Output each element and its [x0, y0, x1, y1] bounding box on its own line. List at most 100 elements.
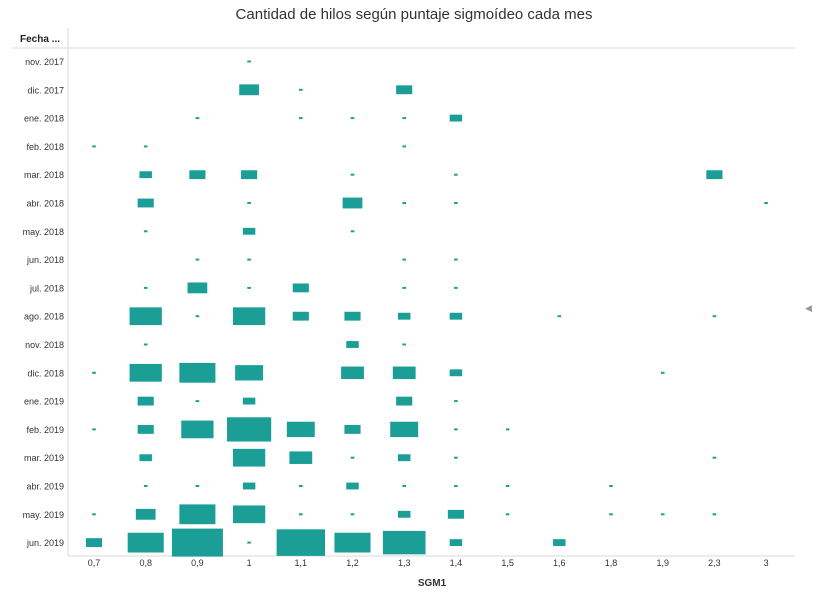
- heatmap-mark: [247, 541, 251, 544]
- heatmap-mark: [137, 424, 154, 434]
- heatmap-mark: [344, 424, 361, 434]
- heatmap-mark: [179, 504, 216, 525]
- heatmap-mark: [292, 311, 309, 321]
- heatmap-mark: [129, 307, 162, 326]
- heatmap-mark: [402, 202, 407, 204]
- heatmap-mark: [609, 513, 613, 516]
- heatmap-mark: [706, 170, 723, 180]
- heatmap-mark: [449, 539, 463, 547]
- heatmap-mark: [299, 485, 303, 487]
- heatmap-mark: [227, 417, 272, 442]
- heatmap-mark: [712, 513, 717, 516]
- x-tick-label: 0,8: [139, 558, 152, 568]
- heatmap-mark: [189, 170, 206, 180]
- x-tick-label: 2,3: [708, 558, 721, 568]
- x-tick-label: 1,5: [501, 558, 514, 568]
- heatmap-mark: [402, 145, 407, 148]
- heatmap-mark: [129, 363, 162, 382]
- heatmap-mark: [350, 173, 355, 176]
- heatmap-mark: [396, 396, 413, 406]
- heatmap-mark: [276, 529, 325, 556]
- heatmap-mark: [286, 421, 315, 438]
- heatmap-mark: [505, 485, 510, 487]
- heatmap-mark: [346, 482, 359, 490]
- row-label: mar. 2018: [24, 170, 64, 180]
- row-label: nov. 2017: [25, 57, 64, 67]
- heatmap-mark: [454, 428, 458, 431]
- heatmap-mark: [171, 528, 223, 557]
- x-axis-title: SGM1: [418, 578, 447, 589]
- heatmap-mark: [382, 530, 426, 555]
- row-label: may. 2019: [23, 510, 64, 520]
- heatmap-mark: [712, 456, 717, 459]
- heatmap-mark: [143, 230, 148, 233]
- chart-title: Cantidad de hilos según puntaje sigmoíde…: [235, 6, 593, 23]
- heatmap-mark: [239, 84, 259, 96]
- row-label: feb. 2018: [26, 142, 64, 152]
- heatmap-mark: [660, 513, 665, 516]
- heatmap-mark: [402, 485, 407, 487]
- heatmap-mark: [449, 312, 463, 320]
- heatmap-mark: [299, 513, 303, 516]
- heatmap-mark: [241, 170, 258, 180]
- heatmap-mark: [454, 456, 458, 459]
- heatmap-mark: [143, 286, 148, 289]
- heatmap-mark: [402, 343, 407, 346]
- heatmap-mark: [247, 202, 251, 204]
- heatmap-mark: [187, 282, 208, 294]
- heatmap-mark: [454, 485, 458, 487]
- heatmap-mark: [247, 60, 251, 63]
- heatmap-mark: [350, 230, 355, 233]
- row-label: ene. 2018: [24, 114, 64, 124]
- heatmap-mark: [242, 397, 256, 405]
- x-tick-label: 1,9: [656, 558, 669, 568]
- heatmap-mark: [344, 311, 361, 321]
- row-label: abr. 2019: [26, 482, 64, 492]
- heatmap-mark: [660, 371, 665, 374]
- heatmap-mark: [454, 173, 458, 176]
- x-tick-label: 1,2: [346, 558, 359, 568]
- heatmap-mark: [350, 456, 355, 459]
- heatmap-mark: [242, 482, 256, 490]
- heatmap-mark: [195, 117, 200, 120]
- row-label: jun. 2019: [26, 538, 64, 548]
- heatmap-mark: [609, 485, 613, 487]
- heatmap-mark: [402, 117, 407, 120]
- heatmap-mark: [195, 485, 200, 487]
- heatmap-mark: [289, 451, 313, 464]
- heatmap-mark: [247, 258, 251, 261]
- row-label: nov. 2018: [25, 340, 64, 350]
- heatmap-mark: [299, 88, 303, 91]
- heatmap-mark: [346, 341, 359, 348]
- x-tick-label: 1,6: [553, 558, 566, 568]
- heatmap-mark: [334, 532, 371, 553]
- row-label: feb. 2019: [26, 425, 64, 435]
- scroll-left-arrow-icon[interactable]: ◀: [805, 303, 812, 313]
- heatmap-mark: [92, 371, 96, 374]
- heatmap-mark: [447, 509, 464, 519]
- heatmap-mark: [292, 283, 309, 293]
- x-tick-label: 1,4: [450, 558, 463, 568]
- heatmap-mark: [505, 513, 510, 516]
- x-tick-label: 1: [247, 558, 252, 568]
- heatmap-mark: [454, 286, 458, 289]
- x-tick-label: 0,9: [191, 558, 204, 568]
- x-tick-label: 1,1: [295, 558, 308, 568]
- row-label: jun. 2018: [26, 255, 64, 265]
- x-tick-label: 0,7: [88, 558, 101, 568]
- row-label: dic. 2018: [27, 368, 64, 378]
- heatmap-mark: [143, 343, 148, 346]
- heatmap-mark: [505, 428, 510, 431]
- heatmap-mark: [92, 428, 96, 431]
- x-tick-label: 1,8: [605, 558, 618, 568]
- row-label: may. 2018: [23, 227, 64, 237]
- heatmap-mark: [139, 454, 152, 462]
- heatmap-mark: [454, 258, 458, 261]
- heatmap-mark: [402, 286, 407, 289]
- heatmap-mark: [397, 454, 411, 462]
- heatmap-mark: [235, 365, 264, 381]
- heatmap-mark: [85, 538, 103, 548]
- heatmap-mark: [397, 510, 411, 518]
- heatmap-mark: [341, 366, 364, 380]
- row-label: jul. 2018: [29, 283, 64, 293]
